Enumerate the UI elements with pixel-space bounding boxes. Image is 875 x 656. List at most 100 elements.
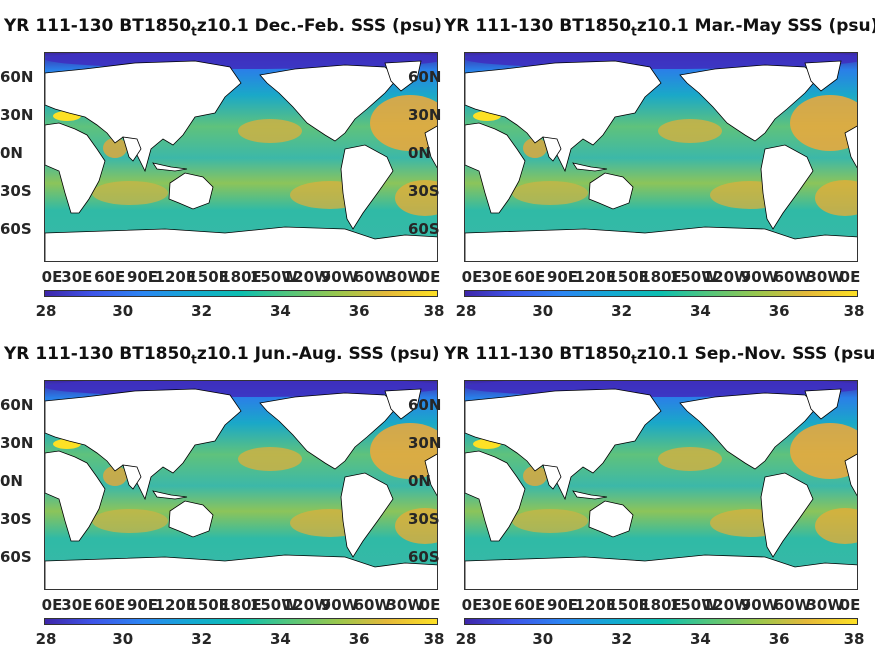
lon-label: 150W <box>249 268 298 286</box>
colorbar-tick: 36 <box>348 302 370 320</box>
colorbar-tick: 32 <box>611 630 633 648</box>
lon-label: 60W <box>773 596 812 614</box>
lat-label: 30N <box>408 434 442 452</box>
south-america <box>340 472 394 558</box>
arabian-sea-salty <box>103 138 127 158</box>
australia <box>168 172 214 210</box>
north-pacific-salty <box>238 119 302 143</box>
colorbar <box>44 290 438 297</box>
sss-map-panel-4: YR 111-130 BT1850tz10.1 Sep.-Nov. SSS (p… <box>408 344 875 648</box>
greenland <box>384 388 422 420</box>
south-indian-salty <box>512 509 588 533</box>
colorbar-tick: 34 <box>689 302 711 320</box>
world-map <box>45 381 437 589</box>
lon-label: 30W <box>806 596 844 614</box>
title-text: YR 111-130 BT1850 <box>444 344 632 364</box>
land <box>465 388 857 589</box>
lat-label: 60S <box>0 220 32 238</box>
india <box>542 136 562 162</box>
lon-label: 60E <box>94 596 126 614</box>
north-pacific-salty <box>658 119 722 143</box>
lat-label: 60S <box>408 220 440 238</box>
colorbar-tick: 36 <box>348 630 370 648</box>
north-atlantic-salty <box>370 95 437 151</box>
lat-label: 30S <box>0 182 32 200</box>
colorbar-tick: 34 <box>689 630 711 648</box>
title-subscript: t <box>631 352 637 367</box>
colorbar-tick: 30 <box>532 302 554 320</box>
lon-label: 0E <box>839 268 861 286</box>
colorbar <box>464 618 858 625</box>
lat-label: 60S <box>0 548 32 566</box>
lon-label: 180E <box>640 268 682 286</box>
world-map <box>45 53 437 261</box>
map-area <box>44 380 438 590</box>
lon-label: 180E <box>220 268 262 286</box>
south-atlantic-salty <box>815 180 857 216</box>
lat-label: 30N <box>0 434 34 452</box>
lat-label: 60N <box>408 68 442 86</box>
colorbar-tick: 32 <box>191 630 213 648</box>
lon-label: 60E <box>514 268 546 286</box>
title-subscript: t <box>191 24 197 39</box>
antarctica <box>45 554 437 589</box>
north-pacific-salty <box>658 447 722 471</box>
colorbar-tick: 30 <box>112 302 134 320</box>
lon-label: 90W <box>320 268 359 286</box>
title-text: YR 111-130 BT1850 <box>444 16 632 36</box>
longitude-labels: 0E 30E 60E 90E 120E 150E 180E 150W 120W 90W 60W 30W… <box>462 596 861 614</box>
lon-label: 120E <box>574 596 617 614</box>
map-area <box>44 52 438 262</box>
lon-label: 180E <box>220 596 262 614</box>
lon-label: 150E <box>187 268 229 286</box>
world-map <box>465 53 857 261</box>
lon-label: 180E <box>640 596 682 614</box>
lon-label: 150W <box>249 596 298 614</box>
south-america <box>760 144 814 230</box>
lon-label: 150W <box>669 268 718 286</box>
lon-label: 150E <box>607 596 649 614</box>
lon-label: 120E <box>574 268 617 286</box>
africa-left <box>465 450 526 542</box>
lon-label: 30E <box>61 596 93 614</box>
lon-label: 150W <box>669 596 718 614</box>
colorbar-ticks: 28 30 32 34 36 38 <box>456 630 865 648</box>
panel-title: YR 111-130 BT1850tz10.1 Dec.-Feb. SSS (p… <box>4 16 442 38</box>
lat-label: 30N <box>408 106 442 124</box>
lon-label: 0E <box>419 596 441 614</box>
colorbar-tick: 36 <box>768 630 790 648</box>
map-area <box>464 52 858 262</box>
africa-right <box>844 125 857 169</box>
colorbar-tick: 28 <box>455 302 477 320</box>
lon-label: 90W <box>320 596 359 614</box>
indonesia <box>152 162 188 172</box>
title-text: YR 111-130 BT1850 <box>4 344 192 364</box>
lat-label: 30N <box>0 106 34 124</box>
arabian-sea-salty <box>523 138 547 158</box>
lon-label: 120W <box>702 268 751 286</box>
south-atlantic-salty <box>815 508 857 544</box>
lon-label: 90E <box>126 596 159 614</box>
africa-right <box>424 125 437 169</box>
lat-label: 60S <box>408 548 440 566</box>
north-america <box>259 64 398 142</box>
eurasia <box>45 60 242 173</box>
lat-label: 30S <box>0 510 32 528</box>
australia <box>588 500 634 538</box>
title-subscript: t <box>191 352 197 367</box>
title-text-suffix: z10.1 Mar.-May SSS (psu) <box>636 16 875 36</box>
africa-right <box>424 453 437 497</box>
colorbar-ticks: 28 30 32 34 36 38 <box>36 630 445 648</box>
antarctica <box>465 554 857 589</box>
colorbar-tick: 34 <box>269 630 291 648</box>
sss-map-panel-2: YR 111-130 BT1850tz10.1 Mar.-May SSS (ps… <box>408 16 875 320</box>
lat-label: 0N <box>408 144 431 162</box>
antarctica <box>465 226 857 261</box>
lon-label: 0E <box>839 596 861 614</box>
title-text-suffix: z10.1 Sep.-Nov. SSS (psu) <box>636 344 875 364</box>
title-text-suffix: z10.1 Jun.-Aug. SSS (psu) <box>196 344 440 364</box>
title-text-suffix: z10.1 Dec.-Feb. SSS (psu) <box>196 16 442 36</box>
panel-title: YR 111-130 BT1850tz10.1 Jun.-Aug. SSS (p… <box>4 344 440 366</box>
south-indian-salty <box>92 509 168 533</box>
south-indian-salty <box>92 181 168 205</box>
